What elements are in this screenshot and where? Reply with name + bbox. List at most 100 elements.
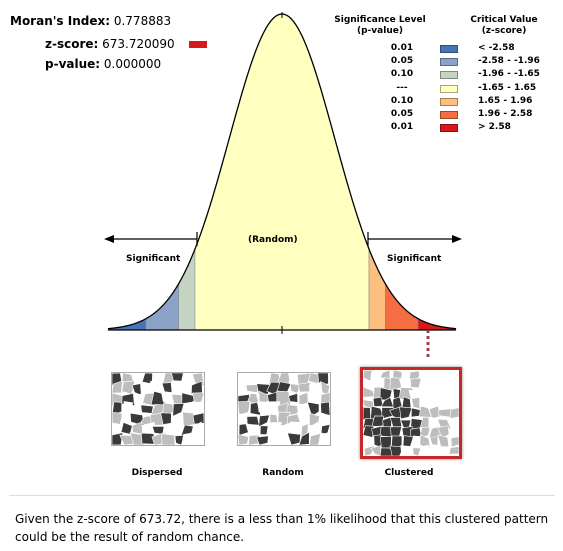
map-polygon [429,416,440,429]
map-polygon [429,436,439,446]
map-polygon [449,407,460,419]
p-value-label: p-value: [45,57,101,71]
map-polygon [422,387,431,399]
map-polygon [192,392,205,405]
map-polygon [266,421,282,435]
legend-swatch [440,97,458,106]
map-polygon [400,445,413,457]
legend-p-value: 0.10 [390,69,414,80]
legend-p-value: 0.01 [390,43,414,53]
map-polygon [449,376,460,390]
map-polygon [246,416,260,426]
p-value-stat: p-value: 0.000000 [45,57,161,71]
significant-right-arrow [367,232,462,246]
map-polygon [362,407,372,421]
legend-header-critical-line2: (z-score) [481,26,527,36]
map-polygon [237,433,250,446]
legend-row: 0.05 -2.58 - -1.96 [380,56,555,69]
map-polygon [450,436,460,448]
divider [9,495,555,496]
clustered-caption: Clustered [384,468,434,478]
map-polygon [123,401,133,415]
legend-swatch [440,124,458,133]
p-value-value: 0.000000 [103,57,162,71]
map-polygon [140,404,154,414]
map-polygon [297,382,311,393]
map-polygon [320,424,331,435]
legend-z-range: 1.65 - 1.96 [478,95,533,106]
map-polygon [111,401,123,416]
map-polygon [362,425,375,438]
map-polygon [172,402,185,417]
legend-row: 0.05 1.96 - 2.58 [380,109,555,122]
curve-region [178,248,196,331]
curve-region [194,13,370,331]
map-polygon [255,372,271,382]
dispersed-caption: Dispersed [131,468,183,478]
map-polygon [379,436,392,449]
map-polygon [171,412,182,424]
map-polygon [428,405,442,419]
clustered-pattern-map [360,367,462,459]
curve-region [368,248,386,331]
z-score-value: 673.720090 [102,37,175,51]
map-polygon [142,392,155,406]
map-polygon [390,426,403,438]
dispersed-pattern-map [111,372,205,446]
legend-p-value: --- [396,82,408,93]
clustered-map-image [362,369,460,457]
map-polygon [448,446,460,455]
map-polygon [437,434,450,448]
map-polygon [237,372,248,385]
legend-swatch [440,45,458,53]
map-polygon [160,412,172,425]
random-region-label: (Random) [248,235,298,245]
legend-p-value: 0.05 [390,56,414,67]
map-polygon [428,445,441,457]
legend-row: 0.01 < -2.58 [380,43,555,56]
map-polygon [306,401,320,417]
legend-p-value: 0.01 [390,122,414,133]
map-polygon [439,447,450,457]
map-polygon [245,384,259,393]
map-polygon [438,408,452,418]
map-polygon [389,417,403,430]
map-polygon [410,418,424,430]
map-polygon [181,432,194,445]
significant-left-arrow [104,232,198,246]
z-score-label: z-score: [45,37,99,51]
result-summary: Given the z-score of 673.72, there is a … [15,512,549,544]
z-score-stat: z-score: 673.720090 [45,37,207,51]
dispersed-map-image [111,372,205,446]
legend-z-range: > 2.58 [478,122,511,133]
legend-swatch [440,111,458,119]
map-polygon [419,426,431,439]
legend-row: 0.10 -1.96 - -1.65 [380,69,555,82]
legend-p-value: 0.05 [390,109,414,119]
legend-z-range: -1.96 - -1.65 [478,69,540,80]
map-polygon [409,377,422,389]
map-polygon [318,412,331,424]
map-polygon [111,380,123,394]
map-polygon [412,435,421,447]
legend-header-significance: Significance Level (p-value) [326,15,434,37]
random-caption: Random [262,468,304,478]
map-polygon [399,406,413,420]
map-polygon [249,402,262,416]
map-polygon [184,405,194,414]
map-polygon [258,414,270,428]
legend-header-significance-line1: Significance Level [334,15,426,25]
legend-p-value: 0.10 [390,95,414,106]
legend-z-range: -2.58 - -1.96 [478,56,540,67]
legend-swatch [440,58,458,67]
map-polygon [266,401,281,416]
map-polygon [372,396,384,407]
legend-z-range: -1.65 - 1.65 [478,82,537,93]
random-map-image [237,372,331,446]
map-polygon [288,392,298,403]
legend-header-critical: Critical Value (z-score) [462,15,546,37]
normal-distribution-chart [104,12,462,360]
legend-z-range: < -2.58 [478,43,515,53]
map-polygon [171,380,185,394]
legend-swatch [440,71,458,80]
